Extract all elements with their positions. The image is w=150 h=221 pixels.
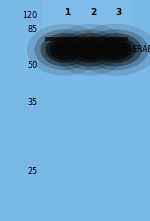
Text: 2: 2 bbox=[90, 8, 96, 17]
Ellipse shape bbox=[103, 42, 128, 57]
Ellipse shape bbox=[89, 33, 142, 67]
Text: 35: 35 bbox=[27, 98, 38, 107]
Ellipse shape bbox=[79, 42, 101, 57]
Ellipse shape bbox=[27, 24, 102, 76]
Ellipse shape bbox=[40, 33, 88, 67]
Text: ERAB: ERAB bbox=[132, 45, 150, 54]
Ellipse shape bbox=[66, 33, 114, 67]
Bar bbox=[45, 42, 128, 57]
Ellipse shape bbox=[34, 29, 94, 70]
Ellipse shape bbox=[53, 42, 76, 57]
Ellipse shape bbox=[95, 37, 136, 63]
Ellipse shape bbox=[52, 24, 128, 76]
Text: 50: 50 bbox=[27, 61, 38, 70]
Ellipse shape bbox=[60, 29, 120, 70]
Text: 1: 1 bbox=[64, 8, 71, 17]
Text: 120: 120 bbox=[22, 11, 38, 20]
Bar bbox=[42, 0, 132, 35]
Ellipse shape bbox=[75, 40, 105, 60]
Ellipse shape bbox=[82, 29, 148, 70]
Text: 85: 85 bbox=[27, 25, 38, 34]
Ellipse shape bbox=[71, 37, 109, 63]
Text: 3: 3 bbox=[115, 8, 122, 17]
Bar bbox=[45, 37, 128, 41]
Ellipse shape bbox=[99, 40, 132, 60]
Text: 25: 25 bbox=[27, 167, 38, 176]
Ellipse shape bbox=[74, 24, 150, 76]
Ellipse shape bbox=[46, 37, 83, 63]
Ellipse shape bbox=[50, 40, 80, 60]
